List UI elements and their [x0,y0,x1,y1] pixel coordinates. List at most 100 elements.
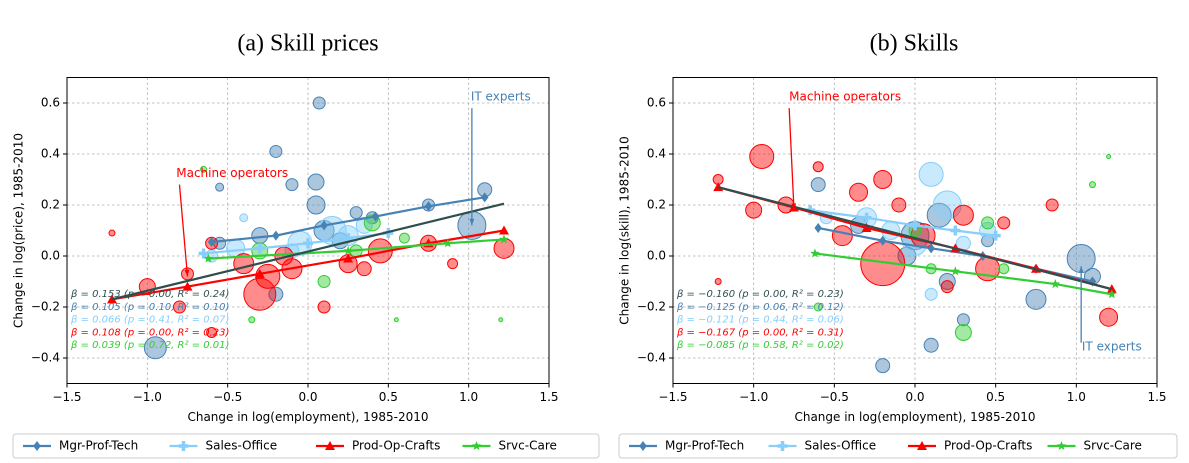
x-tick-label: 0.0 [298,390,317,404]
bubble [215,182,225,192]
bubble [745,201,763,219]
bubble [997,216,1011,230]
bubble [1045,198,1059,212]
legend-marker [639,441,647,451]
bubble [306,195,326,215]
annotation-text: IT experts [1082,339,1142,353]
bubble [998,263,1010,275]
bubble [108,229,116,237]
fit-marker [990,230,1001,241]
legend-label: Prod-Op-Crafts [944,439,1032,453]
legend-label: Sales-Office [206,439,278,453]
bubble [981,216,995,230]
arrow-head [1078,266,1084,273]
fit-marker [303,238,313,249]
panel-title: (a) Skill prices [237,31,378,57]
bubble [940,280,954,294]
bubble [749,144,775,170]
fit-line [111,229,505,301]
overall-fit-line [717,186,1113,291]
bubble [317,300,331,314]
fit-marker [810,248,820,258]
bubble [923,337,939,353]
legend-marker [178,441,189,451]
bubble [849,182,869,202]
fit-marker [1107,289,1117,299]
fit-line [208,238,505,260]
bubble [813,302,823,312]
legend-marker [917,441,927,450]
fit-marker [950,266,961,276]
bubble [891,197,907,213]
fit-marker [499,225,510,235]
stat-text: β = 0.039 (p = 0.72, R² = 0.01) [70,340,229,351]
bubble [398,232,410,244]
y-tick-label: 0.6 [41,96,60,110]
fit-marker [443,238,453,248]
legend-label: Mgr-Prof-Tech [59,439,138,453]
fit-marker [499,234,509,244]
fit-marker [424,201,433,212]
fit-marker [927,243,935,254]
arrow-head [791,203,797,211]
legend-label: Sales-Office [805,439,877,453]
annotation-arrow [178,184,189,277]
bubble [172,300,186,314]
legend-label: Prod-Op-Crafts [352,439,440,453]
fit-marker [910,220,920,231]
fit-marker [861,222,872,232]
y-tick-label: 0.6 [647,96,666,110]
panel: (a) Skill prices −1.5 −1.0 −0.5 0.0 0.5 1.0 1.5… [12,31,600,459]
bubble [714,278,722,285]
fit-line [211,196,485,244]
annotation-text: IT experts [471,90,531,104]
annotation-arrow [788,108,795,211]
fit-marker [254,243,265,254]
stat-text: β = −0.125 (p = 0.06, R² = 0.12) [676,302,844,313]
bubble [393,317,399,323]
arrow-head [184,269,190,277]
y-tick-label: 0.2 [647,198,666,212]
fit-marker [480,192,489,203]
legend-marker [1056,441,1067,451]
fit-marker [182,281,193,291]
fit-marker [1050,279,1061,289]
legend-label: Mgr-Prof-Tech [665,439,744,453]
legend-marker [325,441,335,450]
bubble [269,144,283,158]
fit-marker [207,236,216,247]
y-tick-label: −0.2 [31,300,60,314]
arrow-head [469,218,475,226]
bubble [1099,307,1119,327]
fit-marker [861,212,872,223]
bubble [831,225,853,247]
x-tick-label: −0.5 [213,390,242,404]
bubble [200,165,208,173]
legend-label: Srvc-Care [499,439,557,453]
bubble [312,96,326,110]
y-axis-label: Change in log(price), 1985-2010 [12,133,26,328]
bubble [317,275,331,288]
bubble [243,277,277,311]
bubble [875,358,891,374]
fit-marker [343,245,353,255]
bubble [1088,181,1096,189]
y-tick-label: 0.0 [647,249,666,263]
x-tick-label: 0.5 [986,390,1005,404]
bubble [952,204,974,226]
x-axis-label: Change in log(employment), 1985-2010 [187,410,428,424]
fit-marker [878,235,887,246]
stat-text: β = 0.108 (p = 0.00, R² = 0.23) [70,327,229,338]
y-tick-label: −0.4 [637,351,666,365]
bubble [1106,154,1112,160]
y-axis-label: Change in log(skill), 1985-2010 [618,136,632,324]
x-tick-label: 1.0 [1067,390,1086,404]
fit-marker [371,211,380,222]
x-tick-label: −0.5 [820,390,849,404]
bubble [356,261,372,277]
annotation-text: Machine operators [789,90,901,104]
y-tick-label: 0.2 [41,198,60,212]
fit-marker [343,253,354,263]
fit-marker [254,268,265,278]
